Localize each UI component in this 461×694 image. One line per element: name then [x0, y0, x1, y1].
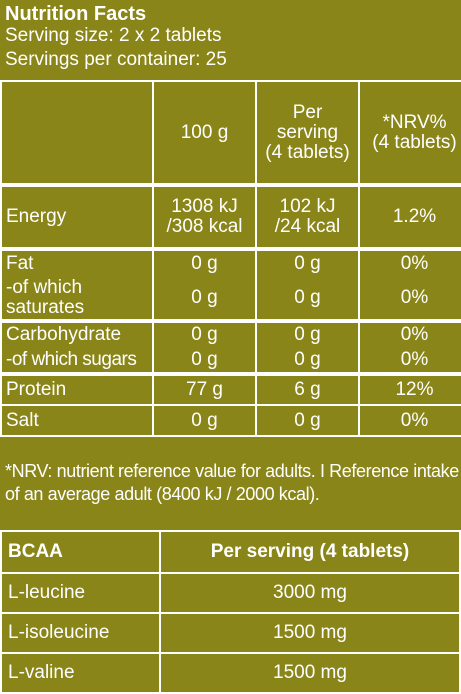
- header-nrv-line1: *NRV%: [382, 111, 447, 133]
- protein-serving: 6 g: [255, 372, 360, 406]
- energy-serving: 102 kJ /24 kcal: [255, 183, 360, 250]
- table-header-row: 100 g Per serving (4 tablets) *NRV% (4 t…: [0, 80, 461, 186]
- energy-100g-kj: 1308 kJ: [171, 196, 238, 217]
- bcaa-row-value: 3000 mg: [159, 572, 461, 614]
- servings-per-container: Servings per container: 25: [5, 49, 227, 70]
- table-row-saturates: -of which saturates 0 g 0 g 0%: [0, 277, 461, 322]
- carbohydrate-nrv: 0%: [358, 319, 461, 347]
- salt-nrv: 0%: [358, 404, 461, 437]
- saturates-serving: 0 g: [255, 277, 360, 322]
- energy-label: Energy: [0, 183, 154, 250]
- table-row-fat: Fat 0 g 0 g 0%: [0, 247, 461, 277]
- fat-serving: 0 g: [255, 247, 360, 277]
- table-row: L-leucine 3000 mg: [0, 572, 461, 614]
- header-nrv-line2: (4 tablets): [372, 131, 457, 153]
- sugars-100g: 0 g: [152, 347, 257, 375]
- saturates-100g: 0 g: [152, 277, 257, 322]
- table-row-sugars: -of which sugars 0 g 0 g 0%: [0, 347, 461, 375]
- nutrition-table: 100 g Per serving (4 tablets) *NRV% (4 t…: [0, 80, 461, 437]
- nutrition-header: Nutrition Facts Serving size: 2 x 2 tabl…: [0, 0, 461, 78]
- sugars-serving: 0 g: [255, 347, 360, 375]
- energy-serving-kj: 102 kJ: [279, 196, 336, 217]
- sugars-label: -of which sugars: [0, 347, 154, 375]
- header-empty-cell: [0, 80, 154, 186]
- protein-label: Protein: [0, 372, 154, 406]
- bcaa-row-value: 1500 mg: [159, 612, 461, 654]
- table-row-energy: Energy 1308 kJ /308 kcal 102 kJ /24 kcal…: [0, 183, 461, 250]
- bcaa-table: BCAA Per serving (4 tablets) L-leucine 3…: [0, 530, 461, 694]
- fat-nrv: 0%: [358, 247, 461, 277]
- header-100g: 100 g: [152, 80, 257, 186]
- page-title: Nutrition Facts: [5, 3, 147, 25]
- energy-serving-kcal: /24 kcal: [274, 216, 341, 237]
- bcaa-row-label: L-isoleucine: [0, 612, 161, 654]
- carbohydrate-label: Carbohydrate: [0, 319, 154, 347]
- energy-nrv: 1.2%: [358, 183, 461, 250]
- saturates-nrv: 0%: [358, 277, 461, 322]
- table-row-salt: Salt 0 g 0 g 0%: [0, 404, 461, 437]
- header-per-serving: Per serving (4 tablets): [255, 80, 360, 186]
- salt-100g: 0 g: [152, 404, 257, 437]
- header-nrv: *NRV% (4 tablets): [358, 80, 461, 186]
- table-row: L-valine 1500 mg: [0, 652, 461, 694]
- bcaa-row-label: L-leucine: [0, 572, 161, 614]
- saturates-label: -of which saturates: [0, 277, 154, 322]
- header-per-serving-line2: serving: [276, 121, 339, 143]
- salt-serving: 0 g: [255, 404, 360, 437]
- energy-100g: 1308 kJ /308 kcal: [152, 183, 257, 250]
- bcaa-row-label: L-valine: [0, 652, 161, 694]
- protein-nrv: 12%: [358, 372, 461, 406]
- serving-size: Serving size: 2 x 2 tablets: [5, 25, 222, 46]
- saturates-label-line2: saturates: [6, 297, 85, 318]
- carbohydrate-serving: 0 g: [255, 319, 360, 347]
- bcaa-header-row: BCAA Per serving (4 tablets): [0, 530, 461, 574]
- energy-100g-kcal: /308 kcal: [166, 216, 243, 237]
- bcaa-row-value: 1500 mg: [159, 652, 461, 694]
- bcaa-header-label: BCAA: [0, 530, 161, 574]
- saturates-label-line1: -of which: [6, 277, 83, 298]
- salt-label: Salt: [0, 404, 154, 437]
- table-row: L-isoleucine 1500 mg: [0, 612, 461, 654]
- header-per-serving-line1: Per: [292, 101, 323, 123]
- table-row-protein: Protein 77 g 6 g 12%: [0, 372, 461, 406]
- fat-100g: 0 g: [152, 247, 257, 277]
- protein-100g: 77 g: [152, 372, 257, 406]
- carbohydrate-100g: 0 g: [152, 319, 257, 347]
- bcaa-header-value: Per serving (4 tablets): [159, 530, 461, 574]
- fat-label: Fat: [0, 247, 154, 277]
- nrv-footnote: *NRV: nutrient reference value for adult…: [5, 461, 459, 504]
- table-row-carbohydrate: Carbohydrate 0 g 0 g 0%: [0, 319, 461, 347]
- header-per-serving-line3: (4 tablets): [265, 141, 350, 163]
- sugars-nrv: 0%: [358, 347, 461, 375]
